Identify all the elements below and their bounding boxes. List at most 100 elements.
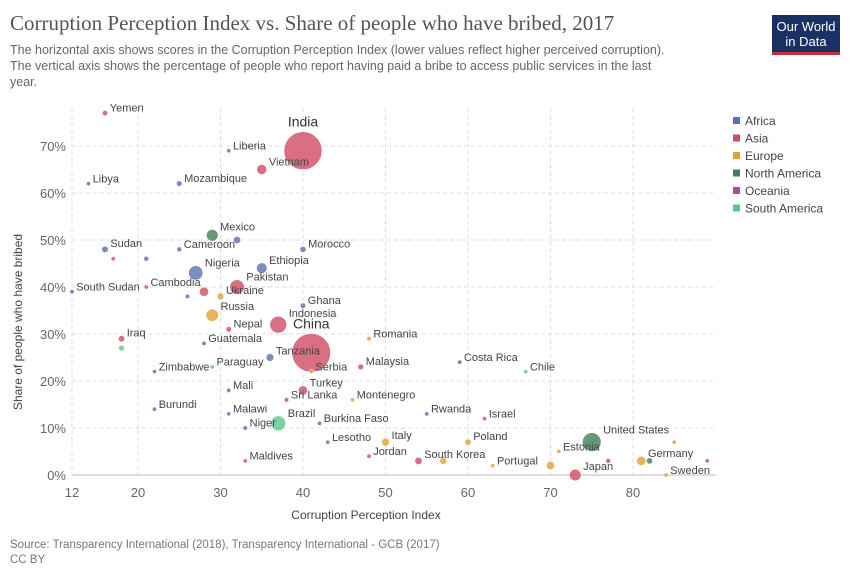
point-label: Vietnam — [269, 156, 309, 168]
point-label: Malaysia — [366, 356, 410, 368]
y-tick-label: 20% — [40, 374, 66, 389]
logo-text: Our World — [777, 19, 836, 34]
point-label: Libya — [93, 173, 120, 185]
point-label: Nepal — [234, 318, 263, 330]
legend-label: North America — [745, 167, 821, 181]
logo: Our World in Data — [772, 15, 840, 55]
point-label: Sudan — [110, 238, 142, 250]
bubble — [229, 279, 245, 295]
point-label: Turkey — [310, 378, 344, 390]
point-label: Zimbabwe — [159, 361, 210, 373]
y-tick-label: 50% — [40, 233, 66, 248]
y-tick-label: 30% — [40, 327, 66, 342]
chart-title: Corruption Perception Index vs. Share of… — [10, 11, 614, 35]
y-axis-label: Share of people who have bribed — [11, 234, 25, 410]
y-tick-label: 70% — [40, 139, 66, 154]
y-tick-label: 60% — [40, 186, 66, 201]
point-label: Japan — [583, 461, 613, 473]
bubble — [283, 131, 323, 171]
logo-text: in Data — [785, 34, 827, 49]
point-label: South Sudan — [76, 282, 140, 294]
x-tick-label: 30 — [213, 485, 227, 500]
bubble — [117, 335, 126, 343]
legend-swatch — [733, 187, 740, 194]
point-label: Mali — [233, 380, 253, 392]
point-label: Israel — [489, 408, 516, 420]
bubble — [308, 369, 314, 375]
x-tick-label: 40 — [296, 485, 310, 500]
bubble — [256, 262, 268, 274]
bubble — [269, 315, 287, 334]
bubble — [556, 448, 562, 454]
bubble — [118, 344, 125, 352]
subtitle: The horizontal axis shows scores in the … — [10, 43, 665, 57]
point-label: Indonesia — [289, 308, 338, 320]
bubble — [325, 439, 331, 445]
bubble — [256, 164, 268, 175]
point-label: Sri Lanka — [291, 389, 338, 401]
point-label: Guatemala — [208, 333, 263, 345]
point-label: Portugal — [497, 455, 538, 467]
bubble — [490, 463, 496, 469]
bubble — [205, 308, 219, 322]
point-label: Maldives — [249, 451, 293, 463]
bubble — [283, 397, 290, 403]
logo-box — [772, 15, 840, 55]
bubble — [671, 439, 677, 445]
legend-swatch — [733, 117, 740, 124]
bubble — [381, 437, 390, 447]
point-label: Ethiopia — [269, 255, 310, 267]
x-tick-label: 12 — [65, 485, 79, 500]
point-label: Yemen — [110, 102, 144, 114]
x-tick-label: 50 — [378, 485, 392, 500]
bubble — [704, 458, 710, 464]
bubble — [110, 256, 116, 262]
bubble — [216, 292, 225, 301]
point-label: Estonia — [563, 441, 601, 453]
bubble — [523, 369, 529, 375]
legend-label: Europe — [745, 149, 784, 163]
legend-label: Asia — [745, 132, 769, 146]
bubble — [242, 458, 248, 464]
point-label: Morocco — [308, 238, 350, 250]
subtitle: The vertical axis shows the percentage o… — [10, 59, 652, 73]
bubble — [545, 461, 556, 471]
bubble — [226, 148, 232, 154]
bubble — [270, 415, 287, 432]
point-label: Lesotho — [332, 432, 371, 444]
bubble — [464, 438, 472, 446]
bubble — [101, 245, 109, 254]
x-tick-label: 70 — [543, 485, 557, 500]
bubble — [298, 385, 308, 396]
bubble — [439, 457, 448, 465]
point-label: Mozambique — [184, 173, 247, 185]
point-label: Poland — [473, 431, 507, 443]
point-label: Liberia — [233, 141, 267, 153]
bubble — [188, 265, 204, 281]
bubble — [233, 236, 241, 244]
bubble — [481, 416, 487, 422]
bubble — [143, 255, 150, 262]
y-tick-label: 10% — [40, 421, 66, 436]
bubble — [242, 425, 248, 431]
legend-label: Oceania — [745, 184, 790, 198]
point-label: Mexico — [220, 221, 255, 233]
point-label: Costa Rica — [464, 352, 519, 364]
bubble — [152, 369, 158, 375]
point-label: United States — [603, 425, 670, 437]
bubble — [184, 293, 191, 300]
point-label: Ukraine — [226, 285, 264, 297]
point-label: Tanzania — [276, 346, 321, 358]
bubble — [226, 411, 232, 417]
point-label: Sweden — [670, 465, 710, 477]
bubble — [582, 432, 602, 452]
bubble — [569, 468, 582, 482]
point-label: Cameroon — [184, 239, 235, 251]
point-label: Cambodia — [150, 277, 201, 289]
bubble — [201, 340, 207, 346]
point-label: Serbia — [315, 361, 348, 373]
point-label: Montenegro — [357, 390, 416, 402]
bubble — [265, 353, 275, 362]
subtitle: year. — [10, 75, 37, 89]
point-label: Jordan — [373, 446, 407, 458]
